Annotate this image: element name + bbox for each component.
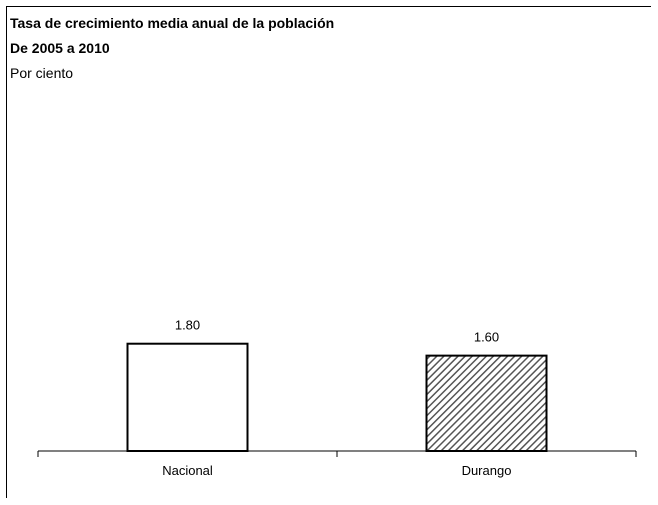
bar-durango [425,354,548,452]
x-tick-label: Nacional [162,463,213,478]
chart-title: Tasa de crecimiento media anual de la po… [10,15,335,31]
unit-label: Por ciento [10,65,74,81]
x-tick-label: Durango [462,463,512,478]
data-label: 1.80 [175,318,200,333]
chart-frame [6,6,651,498]
data-label: 1.60 [474,330,499,345]
bar-nacional [126,342,249,452]
chart-subtitle: De 2005 a 2010 [10,40,110,56]
